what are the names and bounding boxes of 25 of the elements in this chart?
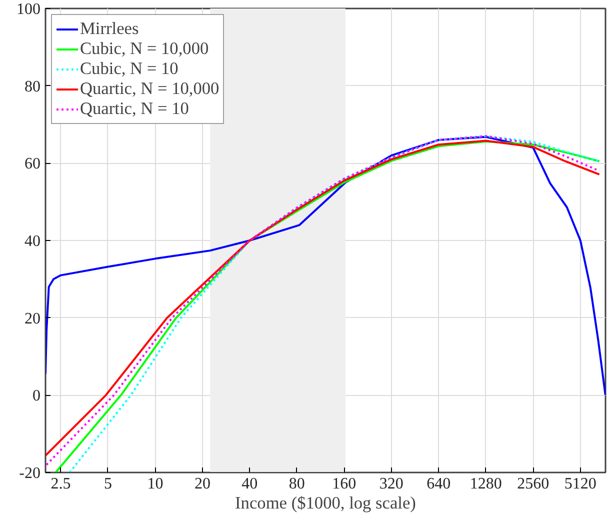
x-tick-label: 80 (288, 476, 305, 492)
legend-label: Quartic, N = 10,000 (80, 79, 220, 99)
x-tick-label: 320 (379, 476, 404, 492)
x-tick-label: 640 (426, 476, 451, 492)
x-tick-label: 40 (242, 476, 258, 492)
y-tick-label: 40 (24, 233, 40, 250)
x-tick-label: 20 (194, 476, 210, 492)
x-tick-label: 160 (332, 476, 356, 492)
y-tick-label: 20 (24, 310, 40, 328)
x-tick-label: 2560 (517, 476, 550, 492)
x-tick-label: 5120 (564, 476, 596, 492)
x-tick-label: 1280 (470, 476, 502, 492)
y-tick-label: -20 (19, 465, 40, 482)
y-tick-label: 60 (24, 156, 40, 173)
x-tick-label: 10 (147, 476, 164, 492)
legend-label: Mirrlees (80, 19, 139, 39)
y-tick-label: 0 (32, 388, 40, 405)
x-tick-label: 2.5 (50, 476, 71, 492)
legend-label: Cubic, N = 10,000 (80, 39, 209, 59)
y-tick-label: 100 (16, 1, 40, 18)
legend-label: Cubic, N = 10 (80, 59, 178, 79)
x-axis-title: Income ($1000, log scale) (235, 494, 416, 512)
x-tick-label: 5 (104, 476, 112, 492)
y-tick-label: 80 (24, 78, 40, 96)
legend-label: Quartic, N = 10 (80, 99, 189, 119)
